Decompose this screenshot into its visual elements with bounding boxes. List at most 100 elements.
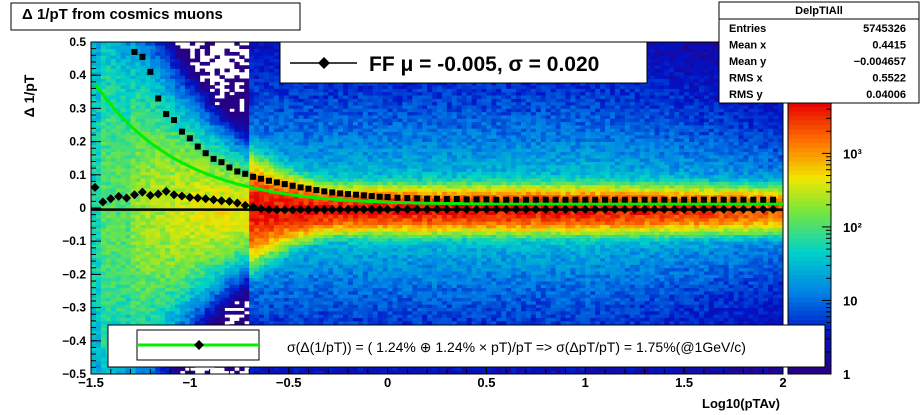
heatmap-cell xyxy=(328,314,334,318)
heatmap-cell xyxy=(229,271,235,275)
heatmap-cell xyxy=(125,184,131,189)
heatmap-cell xyxy=(308,274,314,279)
heatmap-cell xyxy=(140,231,146,235)
heatmap-cell xyxy=(293,134,299,139)
heatmap-cell xyxy=(229,105,235,109)
heatmap-cell xyxy=(130,214,136,219)
heatmap-cell xyxy=(91,181,97,186)
heatmap-cell xyxy=(100,360,107,365)
heatmap-cell xyxy=(204,81,211,86)
heatmap-cell xyxy=(278,254,285,259)
heatmap-cell xyxy=(264,55,270,59)
heatmap-cell xyxy=(179,61,186,66)
heatmap-cell xyxy=(229,151,235,156)
heatmap-cell xyxy=(259,211,265,216)
heatmap-cell xyxy=(105,61,112,66)
heatmap-cell xyxy=(219,191,225,196)
heatmap-cell xyxy=(224,277,230,282)
heatmap-cell xyxy=(333,115,339,119)
heatmap-cell xyxy=(343,267,349,272)
heatmap-cell xyxy=(189,370,196,375)
heatmap-cell xyxy=(199,267,206,272)
heatmap-cell xyxy=(175,281,181,285)
heatmap-cell xyxy=(234,174,240,179)
heatmap-cell xyxy=(318,264,324,269)
heatmap-cell xyxy=(110,277,117,282)
heatmap-cell xyxy=(224,101,230,106)
heatmap-cell xyxy=(120,128,126,133)
heatmap-cell xyxy=(179,91,186,96)
heatmap-cell xyxy=(100,254,107,259)
heatmap-cell xyxy=(130,221,136,225)
heatmap-cell xyxy=(194,234,201,239)
heatmap-cell xyxy=(209,42,215,46)
heatmap-cell xyxy=(140,68,146,73)
heatmap-cell xyxy=(308,217,314,222)
heatmap-cell xyxy=(189,271,196,275)
heatmap-cell xyxy=(170,264,176,269)
heatmap-cell xyxy=(273,158,280,162)
heatmap-cell xyxy=(239,158,245,162)
heatmap-cell xyxy=(194,227,201,232)
heatmap-cell xyxy=(278,274,285,279)
heatmap-cell xyxy=(328,307,334,312)
heatmap-cell xyxy=(135,214,141,219)
heatmap-cell xyxy=(249,211,255,216)
heatmap-cell xyxy=(273,320,280,325)
heatmap-cell xyxy=(175,237,181,242)
heatmap-cell xyxy=(318,294,324,299)
heatmap-cell xyxy=(189,168,196,172)
heatmap-cell xyxy=(179,294,186,299)
heatmap-cell xyxy=(105,294,112,299)
heatmap-cell xyxy=(189,144,196,149)
heatmap-cell xyxy=(130,314,136,318)
heatmap-cell xyxy=(194,224,201,229)
heatmap-cell xyxy=(214,164,220,169)
heatmap-cell xyxy=(165,95,171,99)
heatmap-cell xyxy=(110,154,117,159)
heatmap-cell xyxy=(209,304,215,308)
heatmap-cell xyxy=(268,151,275,156)
heatmap-cell xyxy=(160,128,166,133)
heatmap-cell xyxy=(303,217,309,222)
heatmap-cell xyxy=(273,224,280,229)
heatmap-cell xyxy=(264,95,270,99)
heatmap-cell xyxy=(155,125,161,129)
heatmap-cell xyxy=(239,237,245,242)
heatmap-cell xyxy=(264,271,270,275)
heatmap-cell xyxy=(323,105,329,109)
heatmap-cell xyxy=(268,217,275,222)
heatmap-cell xyxy=(268,231,275,235)
heatmap-cell xyxy=(293,141,299,146)
heatmap-cell xyxy=(155,101,161,106)
heatmap-cell xyxy=(239,241,245,245)
heatmap-cell xyxy=(100,334,107,338)
heatmap-cell xyxy=(100,241,107,245)
heatmap-cell xyxy=(204,131,211,136)
heatmap-cell xyxy=(343,300,349,305)
heatmap-cell xyxy=(229,284,235,289)
heatmap-cell xyxy=(288,201,295,206)
heatmap-cell xyxy=(125,51,131,56)
heatmap-cell xyxy=(209,148,215,152)
heatmap-cell xyxy=(140,42,146,46)
heatmap-cell xyxy=(100,191,107,196)
heatmap-cell xyxy=(249,300,255,305)
heatmap-cell xyxy=(224,211,230,216)
heatmap-cell xyxy=(343,121,349,126)
heatmap-cell xyxy=(91,174,97,179)
heatmap-cell xyxy=(165,227,171,232)
heatmap-cell xyxy=(125,257,131,262)
heatmap-cell xyxy=(130,304,136,308)
heatmap-cell xyxy=(115,154,122,159)
heatmap-cell xyxy=(313,231,319,235)
heatmap-cell xyxy=(288,370,295,375)
heatmap-cell xyxy=(249,257,255,262)
heatmap-cell xyxy=(170,108,176,113)
heatmap-cell xyxy=(120,85,126,89)
heatmap-cell xyxy=(160,320,166,325)
heatmap-cell xyxy=(189,244,196,249)
heatmap-cell xyxy=(229,111,235,116)
heatmap-cell xyxy=(278,81,285,86)
heatmap-cell xyxy=(273,284,280,289)
